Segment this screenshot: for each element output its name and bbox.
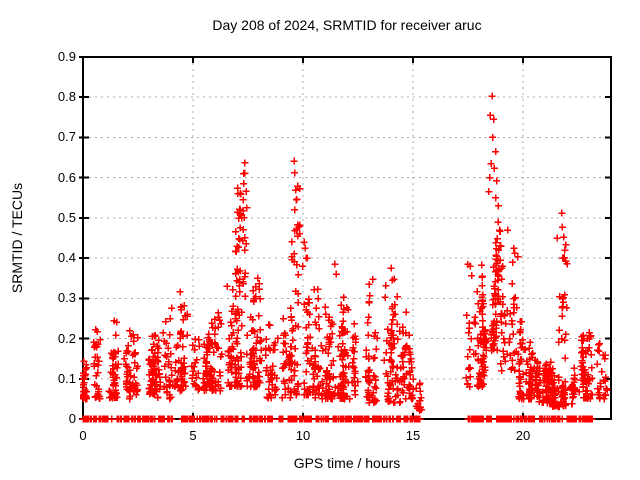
y-tick-label-0.8: 0.8 bbox=[57, 89, 76, 104]
y-tick-label-0.2: 0.2 bbox=[57, 331, 76, 346]
y-tick-label-0.3: 0.3 bbox=[57, 290, 76, 305]
x-tick-label-15: 15 bbox=[405, 428, 421, 443]
y-tick-label-0.4: 0.4 bbox=[57, 250, 76, 265]
y-tick-label-0: 0 bbox=[68, 411, 76, 426]
plot-border bbox=[82, 56, 612, 420]
grid-lines bbox=[83, 57, 611, 419]
x-tick-label-5: 5 bbox=[189, 428, 197, 443]
x-tick-label-0: 0 bbox=[79, 428, 87, 443]
x-tick-label-10: 10 bbox=[295, 428, 311, 443]
data-points bbox=[79, 92, 611, 423]
y-tick-label-0.5: 0.5 bbox=[57, 210, 76, 225]
y-tick-label-0.1: 0.1 bbox=[57, 371, 76, 386]
chart-title: Day 208 of 2024, SRMTID for receiver aru… bbox=[212, 17, 482, 33]
y-axis-title: SRMTID / TECUs bbox=[9, 182, 25, 294]
x-axis-title: GPS time / hours bbox=[293, 455, 401, 471]
y-tick-label-0.7: 0.7 bbox=[57, 129, 76, 144]
y-tick-label-0.9: 0.9 bbox=[57, 49, 76, 64]
y-tick-label-0.6: 0.6 bbox=[57, 170, 76, 185]
x-tick-label-20: 20 bbox=[515, 428, 531, 443]
